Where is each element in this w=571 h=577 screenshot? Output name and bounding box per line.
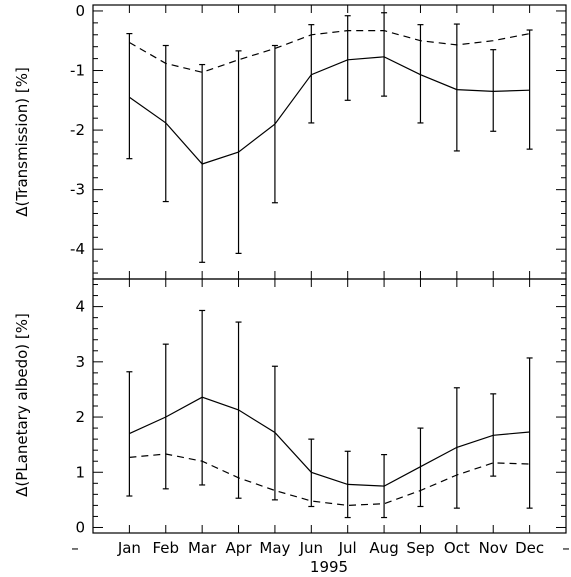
bottom-ytick-label: 2 xyxy=(75,408,85,426)
x-axis-dash-left: – xyxy=(71,539,79,557)
bottom-ytick-label: 4 xyxy=(75,298,85,316)
x-tick-label: Feb xyxy=(152,539,179,557)
x-tick-label: Jun xyxy=(299,539,323,557)
x-tick-label: Aug xyxy=(369,539,398,557)
bottom-panel-axis: 0 1 2 3 4 xyxy=(75,279,566,536)
top-panel-plot xyxy=(126,12,533,263)
bottom-panel-frame xyxy=(92,278,567,534)
bottom-series-dashed-line xyxy=(129,453,530,507)
x-tick-label: Apr xyxy=(226,539,253,557)
x-tick-label: Mar xyxy=(188,539,217,557)
top-ytick-label: -2 xyxy=(70,121,85,139)
top-ylabel: Δ(Transmission) [%] xyxy=(13,67,31,217)
x-axis: Jan Feb Mar Apr May Jun Jul Aug Sep Oct Nov Dec xyxy=(117,539,544,557)
top-series-solid-line xyxy=(129,56,530,165)
top-panel-axis: 0 -1 -2 -3 -4 xyxy=(70,2,566,279)
x-tick-label: Nov xyxy=(479,539,508,557)
x-axis-title: 1995 xyxy=(310,558,348,576)
x-tick-label: Jul xyxy=(338,539,357,557)
top-ytick-label: -4 xyxy=(70,240,85,258)
bottom-ylabel: Δ(PLanetary albedo) [%] xyxy=(13,313,31,497)
top-ytick-label: 0 xyxy=(75,2,85,20)
x-tick-label: Jan xyxy=(117,539,141,557)
bottom-ytick-label: 3 xyxy=(75,353,85,371)
top-ytick-label: -3 xyxy=(70,181,85,199)
bottom-ytick-label: 0 xyxy=(75,518,85,536)
bottom-ytick-label: 1 xyxy=(75,463,85,481)
top-ytick-label: -1 xyxy=(70,62,85,80)
bottom-series-solid-line xyxy=(129,396,530,487)
x-tick-label: Oct xyxy=(444,539,470,557)
x-tick-label: Dec xyxy=(515,539,544,557)
x-tick-label: May xyxy=(259,539,290,557)
x-tick-label: Sep xyxy=(406,539,434,557)
bottom-panel-plot xyxy=(126,309,533,519)
top-series-dashed-line xyxy=(129,30,530,73)
x-axis-dash-right: – xyxy=(562,539,570,557)
